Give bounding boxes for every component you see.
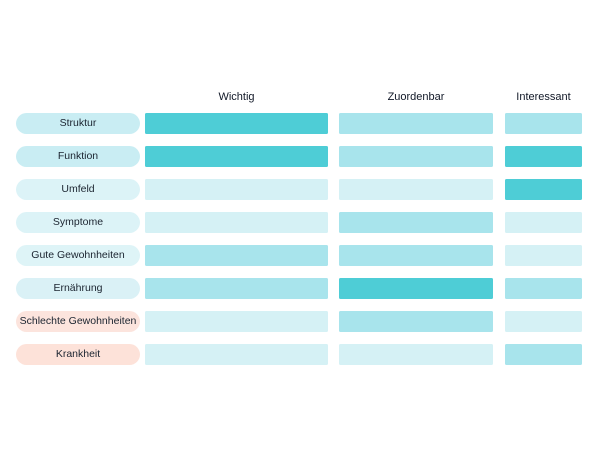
cell-wichtig xyxy=(145,344,328,365)
cell-wichtig xyxy=(145,113,328,134)
column-header-zuordenbar: Zuordenbar xyxy=(387,91,445,103)
cell-zuordenbar xyxy=(339,146,493,167)
row-label-pill: Krankheit xyxy=(16,344,140,365)
column-header-wichtig: Wichtig xyxy=(218,91,255,103)
heatmap-row: Gute Gewohnheiten xyxy=(0,245,600,266)
cell-zuordenbar xyxy=(339,344,493,365)
heatmap-row: Ernährung xyxy=(0,278,600,299)
cell-zuordenbar xyxy=(339,113,493,134)
cell-zuordenbar xyxy=(339,278,493,299)
heatmap-row: Struktur xyxy=(0,113,600,134)
heatmap-row: Krankheit xyxy=(0,344,600,365)
row-label-pill: Ernährung xyxy=(16,278,140,299)
cell-interessant xyxy=(505,344,582,365)
cell-zuordenbar xyxy=(339,212,493,233)
row-label-pill: Funktion xyxy=(16,146,140,167)
cell-wichtig xyxy=(145,245,328,266)
cell-interessant xyxy=(505,146,582,167)
cell-interessant xyxy=(505,278,582,299)
cell-zuordenbar xyxy=(339,245,493,266)
cell-interessant xyxy=(505,245,582,266)
cell-interessant xyxy=(505,179,582,200)
cell-zuordenbar xyxy=(339,311,493,332)
cell-wichtig xyxy=(145,311,328,332)
heatmap-row: Symptome xyxy=(0,212,600,233)
cell-zuordenbar xyxy=(339,179,493,200)
column-header-interessant: Interessant xyxy=(516,91,571,103)
cell-interessant xyxy=(505,311,582,332)
heatmap-row: Umfeld xyxy=(0,179,600,200)
heatmap-rows: Struktur Funktion Umfeld Symptome Gute Gewoh… xyxy=(0,113,600,377)
row-label-pill: Symptome xyxy=(16,212,140,233)
heatmap-row: Schlechte Gewohnheiten xyxy=(0,311,600,332)
row-label-pill: Umfeld xyxy=(16,179,140,200)
heatmap-row: Funktion xyxy=(0,146,600,167)
cell-wichtig xyxy=(145,179,328,200)
row-label-pill: Gute Gewohnheiten xyxy=(16,245,140,266)
cell-wichtig xyxy=(145,146,328,167)
row-label-pill: Schlechte Gewohnheiten xyxy=(16,311,140,332)
cell-wichtig xyxy=(145,278,328,299)
row-label-pill: Struktur xyxy=(16,113,140,134)
cell-wichtig xyxy=(145,212,328,233)
cell-interessant xyxy=(505,113,582,134)
cell-interessant xyxy=(505,212,582,233)
